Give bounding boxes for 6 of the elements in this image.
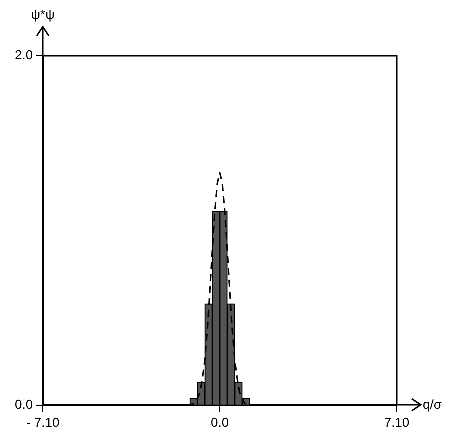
x-tick-label: - 7.10 bbox=[26, 414, 60, 430]
x-tick-label: 7.10 bbox=[384, 414, 410, 430]
y-tick-label: 2.0 bbox=[14, 48, 34, 63]
x-tick-label: 0.0 bbox=[210, 414, 230, 430]
x-axis-title: q/σ bbox=[423, 396, 442, 412]
y-axis-title: ψ*ψ bbox=[31, 7, 55, 22]
